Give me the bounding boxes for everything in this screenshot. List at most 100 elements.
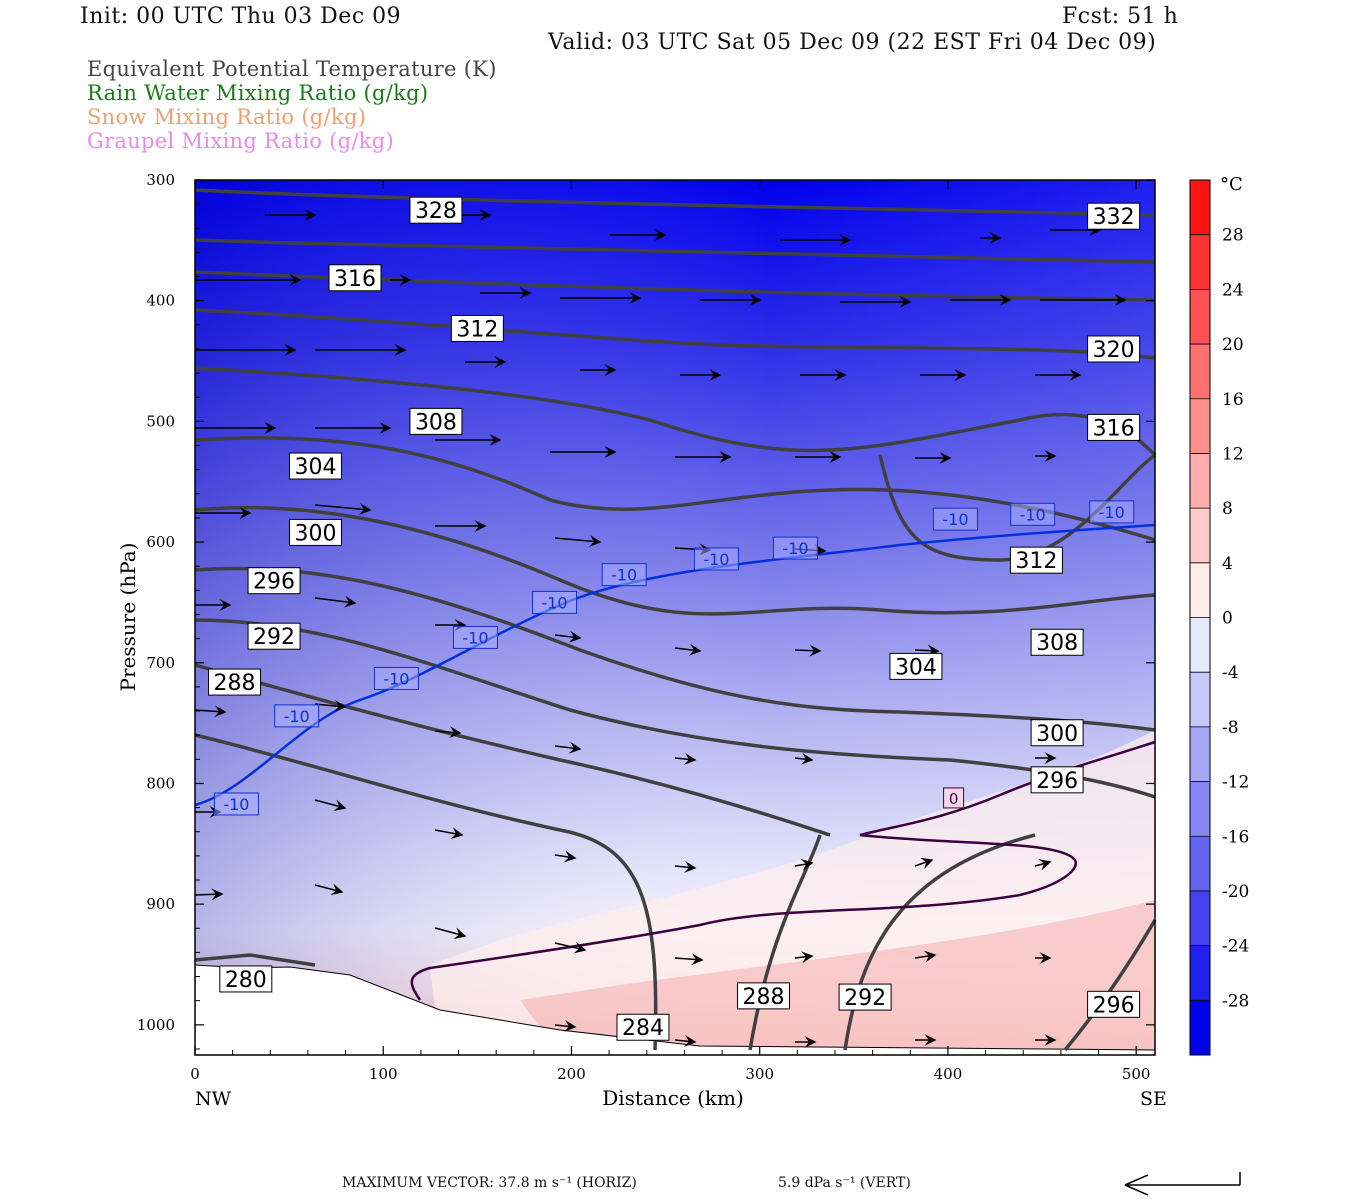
colorbar-band: [1190, 890, 1210, 947]
legend-graupel: Graupel Mixing Ratio (g/kg): [87, 129, 395, 153]
theta-e-label: 300: [1036, 722, 1078, 747]
colorbar-tick-label: 12: [1222, 444, 1244, 464]
theta-e-label-box: [247, 622, 301, 650]
theta-e-label-box: [288, 452, 342, 480]
theta-e-label: 316: [334, 267, 376, 292]
isotherm-label: -10: [703, 550, 729, 569]
colorbar-tick-label: 24: [1222, 280, 1244, 300]
isotherm-label: -10: [223, 795, 249, 814]
contour-labels: 328 332 316 312 320 308 316 304 300 312 296 292 308 3…: [208, 196, 1141, 1041]
isotherm-label: -10: [942, 510, 968, 529]
isotherm-label: -10: [462, 628, 488, 647]
theta-e-label-box: [1009, 546, 1063, 574]
theta-e-label-box: [1087, 990, 1141, 1018]
theta-e-label: 320: [1093, 338, 1135, 363]
valid-time: Valid: 03 UTC Sat 05 Dec 09 (22 EST Fri …: [548, 30, 1157, 55]
isotherm-label: -10: [383, 669, 409, 688]
colorbar-band: [1190, 508, 1210, 564]
theta-e-label-box: [1030, 719, 1084, 747]
colorbar: 28 24 20 16 12 8 4 0 -4 -8 -12 -16 -20 -24 -28: [1189, 179, 1249, 1056]
legend-snow: Snow Mixing Ratio (g/kg): [87, 105, 367, 129]
colorbar-tick-label: -12: [1222, 773, 1249, 793]
x-end-label-se: SE: [1140, 1088, 1167, 1110]
theta-e-label: 328: [415, 199, 457, 224]
theta-e-label-box: [409, 407, 463, 435]
x-tick-label: 400: [934, 1065, 963, 1083]
colorbar-band: [1190, 453, 1210, 509]
theta-e-label-box: [409, 196, 463, 224]
theta-e-label: 308: [415, 410, 457, 435]
y-tick-label: 1000: [137, 1016, 175, 1034]
theta-e-label: 296: [1036, 769, 1078, 794]
theta-e-contours: [194, 188, 1157, 1052]
y-tick-label: 600: [146, 533, 175, 551]
colorbar-band: [1190, 1000, 1210, 1056]
colorbar-band: [1190, 781, 1210, 837]
y-tick-label: 800: [146, 774, 175, 792]
colorbar-band: [1190, 344, 1210, 400]
theta-e-label-box: [616, 1013, 670, 1041]
colorbar-tick-label: -16: [1222, 827, 1249, 847]
colorbar-tick-label: 20: [1222, 335, 1244, 355]
y-tick-label: 500: [146, 412, 175, 430]
rain-water-contour: [410, 740, 1156, 1001]
isotherm-label-box: [693, 547, 739, 571]
y-tick-label: 900: [146, 895, 175, 913]
max-vector-horiz: MAXIMUM VECTOR: 37.8 m s⁻¹ (HORIZ): [342, 1175, 637, 1191]
x-tick-label: 200: [557, 1065, 586, 1083]
theta-e-label-box: [328, 264, 382, 292]
theta-e-label-box: [1087, 202, 1141, 230]
theta-e-label-box: [838, 983, 892, 1011]
colorbar-band: [1190, 617, 1210, 673]
colorbar-tick-label: 16: [1222, 390, 1244, 410]
axes: 0 100 200 300 400 500 300 400 500 600 700 800 900 100…: [137, 171, 1155, 1083]
forecast-hour: Fcst: 51 h: [1062, 4, 1179, 29]
colorbar-band: [1190, 726, 1210, 783]
colorbar-band: [1190, 180, 1210, 236]
theta-e-label: 308: [1036, 631, 1078, 656]
legend-rain-water: Rain Water Mixing Ratio (g/kg): [87, 81, 429, 105]
isotherm-label-box: [274, 704, 320, 728]
isotherm-label: -10: [541, 593, 567, 612]
isotherm-label-box: [601, 563, 647, 587]
x-tick-label: 100: [369, 1065, 398, 1083]
theta-e-label-box: [1030, 766, 1084, 794]
theta-e-label-box: [1030, 628, 1084, 656]
theta-e-label: 304: [294, 455, 336, 480]
x-tick-label: 300: [745, 1065, 774, 1083]
reference-vector: [1124, 1172, 1241, 1196]
theta-e-label: 296: [253, 570, 295, 595]
theta-e-label-box: [889, 652, 943, 680]
plot-frame: [194, 179, 1156, 1056]
theta-e-label: 288: [214, 671, 256, 696]
colorbar-unit: °C: [1220, 174, 1243, 195]
rain-label-box: [943, 787, 965, 809]
isotherm-label: -10: [1099, 503, 1125, 522]
x-end-label-nw: NW: [195, 1088, 232, 1110]
isotherm-label: -10: [782, 539, 808, 558]
colorbar-band: [1190, 672, 1210, 728]
isotherm-label: -10: [284, 707, 310, 726]
isotherm-label-box: [532, 590, 578, 614]
colorbar-tick-label: 28: [1222, 226, 1244, 246]
theta-e-label: 312: [1015, 549, 1057, 574]
theta-e-label-box: [450, 314, 504, 342]
y-tick-label: 400: [146, 292, 175, 310]
theta-e-label: 312: [456, 317, 498, 342]
theta-e-label: 300: [294, 521, 336, 546]
colorbar-tick-label: 8: [1222, 499, 1233, 519]
isotherm-label-box: [772, 536, 818, 560]
legend-theta-e: Equivalent Potential Temperature (K): [87, 57, 497, 81]
y-axis-label: Pressure (hPa): [116, 543, 140, 692]
theta-e-label: 296: [1093, 993, 1135, 1018]
isotherm-label-box: [1010, 502, 1056, 526]
theta-e-label-box: [208, 668, 262, 696]
colorbar-band: [1190, 945, 1210, 1001]
max-vector-vert: 5.9 dPa s⁻¹ (VERT): [778, 1175, 911, 1191]
colorbar-band: [1190, 289, 1210, 345]
isotherm-label-box: [1089, 500, 1135, 524]
x-tick-label: 500: [1122, 1065, 1151, 1083]
temperature-shading: [194, 180, 1156, 1055]
colorbar-tick-label: -20: [1222, 882, 1249, 902]
